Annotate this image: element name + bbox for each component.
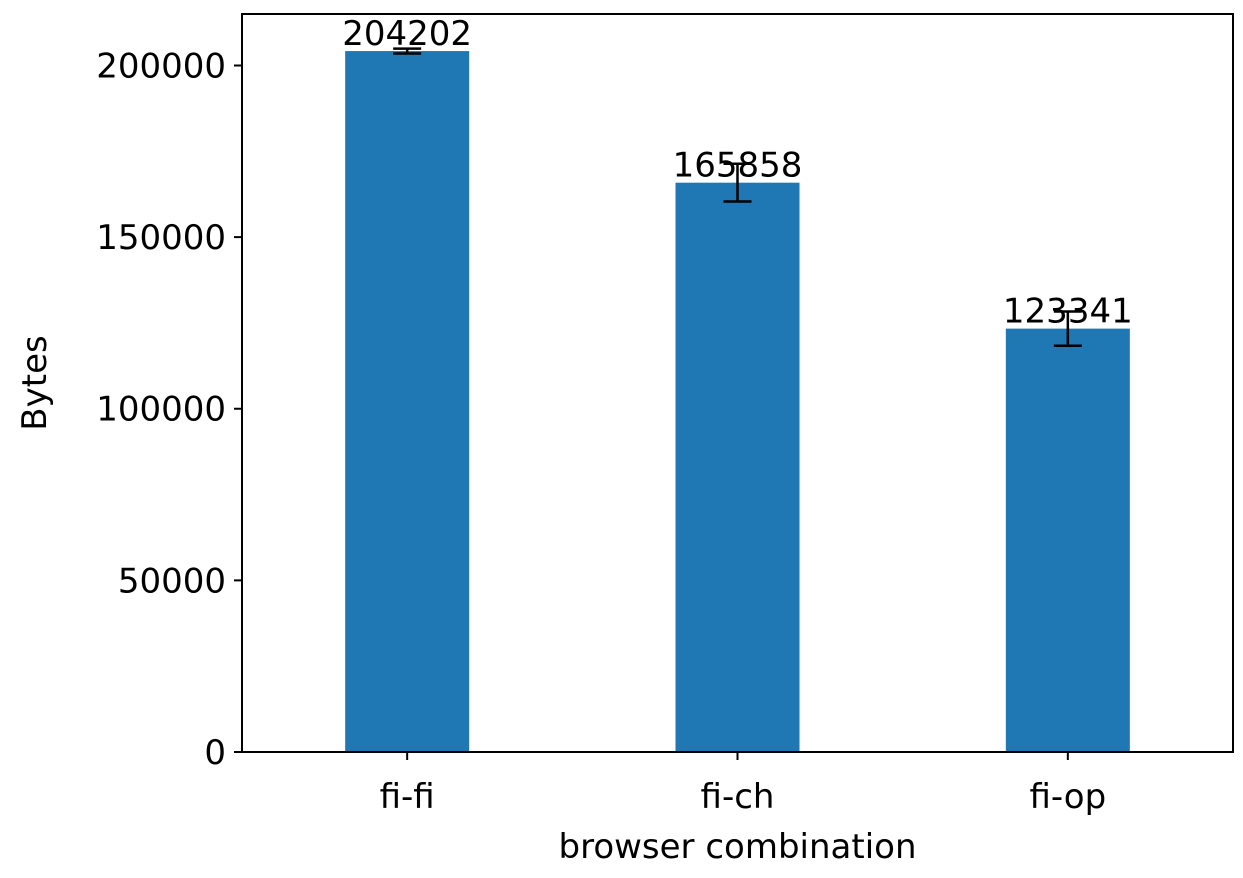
y-tick-label-100000: 100000 xyxy=(96,390,226,430)
bar-fi-ch xyxy=(675,182,800,753)
bar-fi-op xyxy=(1005,328,1130,752)
bars-group xyxy=(345,51,1130,753)
x-tick-label-fi-ch: fi-ch xyxy=(701,777,775,817)
data-labels-group: 204202 165858 123341 xyxy=(342,14,1132,332)
data-label-fi-fi: 204202 xyxy=(342,14,472,54)
x-axis: fi-fi fi-ch fi-op xyxy=(380,752,1106,817)
data-label-fi-op: 123341 xyxy=(1003,292,1133,332)
y-axis-label: Bytes xyxy=(15,335,55,430)
y-tick-label-50000: 50000 xyxy=(118,561,226,601)
x-tick-label-fi-fi: fi-fi xyxy=(380,777,435,817)
x-axis-label: browser combination xyxy=(559,827,917,867)
data-label-fi-ch: 165858 xyxy=(673,146,803,186)
y-tick-label-200000: 200000 xyxy=(96,46,226,86)
x-tick-label-fi-op: fi-op xyxy=(1029,777,1106,817)
y-tick-label-0: 0 xyxy=(204,733,226,773)
error-bar-fi-ch xyxy=(723,162,752,203)
error-bar-fi-op xyxy=(1053,310,1082,348)
y-tick-label-150000: 150000 xyxy=(96,218,226,258)
error-bar-fi-fi xyxy=(393,47,422,55)
y-axis: 0 50000 100000 150000 200000 xyxy=(96,46,242,773)
bar-fi-fi xyxy=(345,51,470,753)
error-bars-group xyxy=(393,47,1082,348)
